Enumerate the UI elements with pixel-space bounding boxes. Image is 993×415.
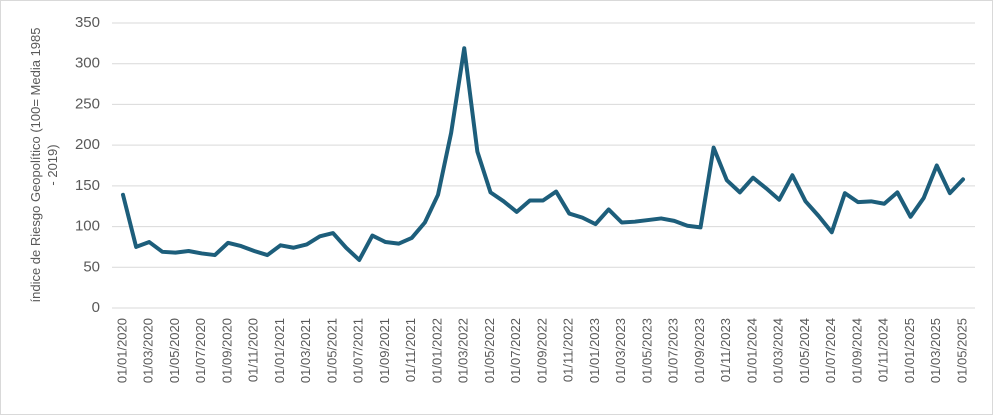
y-tick-label: 100 <box>75 218 100 235</box>
x-tick-label: 01/09/2023 <box>692 318 707 383</box>
x-tick-label: 01/09/2020 <box>219 318 234 383</box>
x-tick-label: 01/05/2025 <box>954 318 969 383</box>
x-tick-label: 01/07/2022 <box>508 318 523 383</box>
x-tick-label: 01/01/2021 <box>272 318 287 383</box>
data-line <box>121 46 965 262</box>
y-tick-label: 300 <box>75 55 100 72</box>
x-tick-label: 01/05/2020 <box>167 318 182 383</box>
y-tick-label: 200 <box>75 136 100 153</box>
x-tick-label: 01/03/2024 <box>771 318 786 383</box>
x-tick-label: 01/07/2020 <box>193 318 208 383</box>
x-tick-label: 01/11/2021 <box>403 318 418 382</box>
x-tick-label: 01/05/2021 <box>324 318 339 383</box>
x-tick-label: 01/07/2024 <box>823 318 838 383</box>
y-tick-label: 350 <box>75 14 100 31</box>
x-tick-label: 01/07/2023 <box>666 318 681 383</box>
x-tick-label: 01/11/2020 <box>246 318 261 382</box>
x-tick-label: 01/07/2021 <box>351 318 366 383</box>
x-tick-label: 01/05/2023 <box>639 318 654 383</box>
x-tick-label: 01/03/2021 <box>298 318 313 383</box>
x-tick-label: 01/01/2025 <box>902 318 917 383</box>
x-tick-label: 01/05/2024 <box>797 318 812 383</box>
y-axis-title: - 2019) <box>45 144 60 185</box>
x-tick-label: 01/03/2023 <box>613 318 628 383</box>
x-tick-label: 01/11/2024 <box>876 318 891 382</box>
x-tick-label: 01/03/2022 <box>456 318 471 383</box>
x-tick-label: 01/09/2022 <box>534 318 549 383</box>
y-axis-title: índice de Riesgo Geopolítico (100= Media… <box>28 28 43 303</box>
x-tick-label: 01/01/2022 <box>429 318 444 383</box>
y-tick-label: 50 <box>83 258 100 275</box>
x-tick-label: 01/09/2024 <box>849 318 864 383</box>
x-tick-label: 01/01/2020 <box>114 318 129 383</box>
y-tick-label: 150 <box>75 177 100 194</box>
x-tick-label: 01/01/2024 <box>744 318 759 383</box>
y-tick-label: 0 <box>92 299 100 316</box>
x-tick-label: 01/09/2021 <box>377 318 392 383</box>
x-tick-label: 01/03/2020 <box>141 318 156 383</box>
y-tick-label: 250 <box>75 95 100 112</box>
x-tick-label: 01/05/2022 <box>482 318 497 383</box>
x-tick-label: 01/11/2023 <box>718 318 733 382</box>
x-tick-label: 01/11/2022 <box>561 318 576 382</box>
x-tick-label: 01/01/2023 <box>587 318 602 383</box>
x-tick-label: 01/03/2025 <box>928 318 943 383</box>
